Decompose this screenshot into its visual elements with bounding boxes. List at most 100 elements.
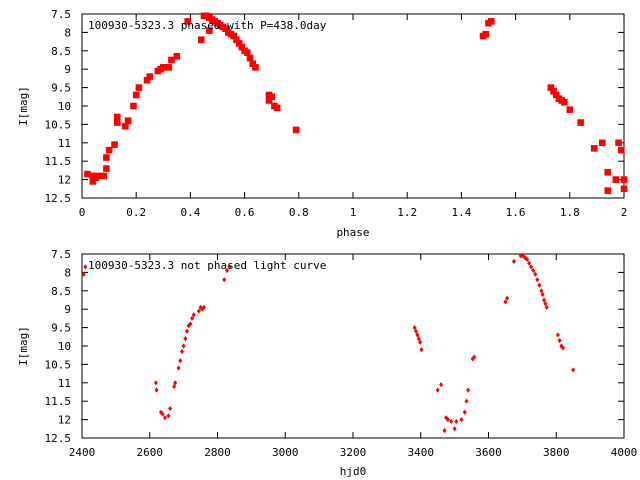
y-tick-label: 9 <box>64 303 71 316</box>
data-point <box>525 256 530 263</box>
x-tick-label: 1.2 <box>397 206 417 219</box>
x-tick-label: 3000 <box>272 446 299 459</box>
data-point <box>172 383 177 390</box>
data-point <box>412 325 417 331</box>
data-point <box>521 253 526 259</box>
x-axis-label: phase <box>336 226 369 239</box>
x-tick-label: 0.2 <box>126 206 146 219</box>
y-tick-label: 12 <box>58 414 71 427</box>
data-point <box>113 119 121 126</box>
data-point <box>135 84 143 91</box>
y-tick-label: 10.5 <box>45 118 72 131</box>
data-point <box>561 345 566 351</box>
data-point <box>165 64 173 71</box>
data-point <box>566 106 574 113</box>
data-point <box>454 418 459 425</box>
data-point <box>113 113 121 121</box>
data-point <box>179 348 184 355</box>
data-point <box>103 165 110 172</box>
data-point <box>235 40 243 47</box>
data-point <box>122 122 129 130</box>
data-point <box>227 264 232 270</box>
data-point <box>462 409 467 415</box>
x-tick-label: 2600 <box>137 446 164 459</box>
y-tick-label: 8 <box>64 26 71 39</box>
data-point <box>571 367 576 373</box>
data-point <box>590 145 598 152</box>
data-point <box>233 36 240 44</box>
data-point <box>84 170 91 178</box>
y-tick-label: 8.5 <box>51 285 71 298</box>
x-tick-label: 4000 <box>611 446 638 459</box>
x-tick-label: 0.4 <box>180 206 200 219</box>
data-point <box>435 387 440 393</box>
data-point <box>292 126 300 134</box>
y-axis-label: I[mag] <box>17 326 30 366</box>
data-point <box>442 428 447 434</box>
data-point <box>244 49 251 56</box>
data-point <box>445 417 450 423</box>
data-point <box>599 139 606 147</box>
data-point <box>418 339 423 345</box>
x-tick-label: 2400 <box>69 446 96 459</box>
x-tick-label: 1.8 <box>560 206 580 219</box>
x-tick-label: 0.8 <box>289 206 309 219</box>
data-point <box>543 301 548 307</box>
data-point <box>482 30 490 38</box>
data-point <box>415 332 420 338</box>
y-tick-label: 12 <box>58 174 71 187</box>
data-point <box>449 418 454 425</box>
data-point <box>222 277 227 283</box>
data-point <box>105 146 113 154</box>
data-point <box>620 176 628 183</box>
data-point <box>100 172 107 180</box>
data-point <box>273 104 281 112</box>
data-point <box>158 409 163 415</box>
y-tick-label: 8 <box>64 266 71 279</box>
data-point <box>103 154 110 161</box>
data-point <box>547 84 555 91</box>
data-point <box>198 304 203 310</box>
data-point <box>160 411 165 417</box>
data-point <box>168 56 175 64</box>
y-tick-label: 7.5 <box>51 248 71 261</box>
data-point <box>89 178 97 185</box>
data-point <box>206 27 213 34</box>
data-point <box>173 380 178 386</box>
data-point <box>186 323 191 329</box>
data-point <box>185 328 190 334</box>
data-point <box>487 18 495 25</box>
y-tick-label: 12.5 <box>45 432 72 445</box>
data-point <box>238 43 246 51</box>
data-point <box>196 308 201 314</box>
plot-frame <box>81 253 625 439</box>
data-point <box>268 93 275 101</box>
data-point <box>511 258 516 264</box>
x-tick-label: 0 <box>79 206 86 219</box>
data-point <box>561 99 568 106</box>
y-tick-label: 7.5 <box>51 8 71 21</box>
data-point <box>154 387 159 393</box>
data-point <box>252 64 259 71</box>
data-point <box>183 336 188 342</box>
chart-title: 100930-5323.3 not phased light curve <box>88 259 326 272</box>
data-point <box>555 332 560 338</box>
data-point <box>230 32 238 40</box>
unphased-chart: 2400 2600 2800 3000 3200 3400 3600 3800 4000 7.5 8… <box>17 248 637 478</box>
data-point <box>224 267 229 274</box>
data-point <box>143 76 151 84</box>
data-point <box>550 87 557 95</box>
data-point <box>452 426 457 432</box>
y-tick-label: 8.5 <box>51 45 71 58</box>
x-tick-label: 3400 <box>408 446 435 459</box>
data-point <box>419 347 424 353</box>
data-point <box>414 328 419 334</box>
data-point <box>94 172 102 180</box>
data-point <box>246 54 254 62</box>
data-point <box>552 91 560 99</box>
data-point <box>535 277 540 283</box>
data-point <box>604 168 612 176</box>
data-point <box>533 271 538 277</box>
data-point <box>472 354 477 360</box>
